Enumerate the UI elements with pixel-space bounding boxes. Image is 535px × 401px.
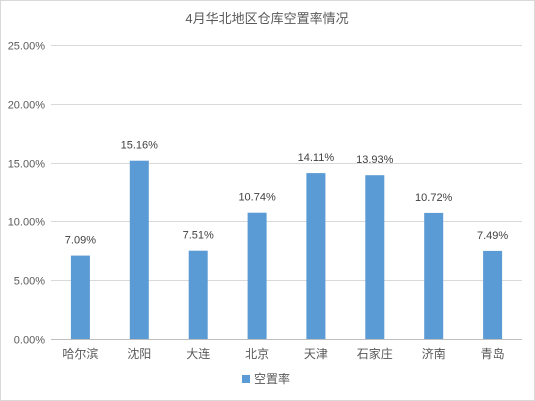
y-tick-label: 20.00% (8, 100, 46, 112)
category-label: 天津 (304, 347, 328, 361)
data-label: 15.16% (121, 140, 159, 152)
category-label: 大连 (186, 346, 210, 361)
legend-label: 空置率 (254, 371, 290, 386)
category-label: 石家庄 (357, 346, 393, 361)
category-label: 青岛 (481, 346, 505, 361)
gridlines (51, 45, 522, 340)
data-label: 14.11% (298, 152, 335, 164)
category-label: 沈阳 (127, 346, 151, 361)
bar (129, 160, 149, 339)
data-label: 7.09% (65, 235, 96, 247)
data-label: 10.72% (415, 192, 453, 204)
legend: 空置率 (242, 371, 290, 386)
bar (306, 173, 326, 339)
y-axis-ticks: 0.00% 5.00% 10.00% 15.00% 20.00% 25.00% (8, 41, 46, 347)
bar (70, 255, 90, 339)
chart-title: 4月华北地区仓库空置率情况 (185, 11, 348, 26)
bar (424, 212, 444, 339)
legend-swatch (242, 375, 250, 383)
y-tick-label: 10.00% (8, 217, 46, 229)
x-axis-categories: 哈尔滨 沈阳 大连 北京 天津 石家庄 济南 青岛 (62, 346, 504, 361)
data-label: 10.74% (238, 192, 276, 204)
bars (70, 160, 503, 339)
data-label: 7.51% (183, 230, 214, 242)
bar (247, 212, 267, 339)
bar (188, 250, 208, 339)
data-label: 13.93% (356, 154, 394, 166)
bar (483, 250, 503, 339)
bar (365, 175, 385, 339)
y-tick-label: 5.00% (14, 276, 45, 288)
data-label: 7.49% (477, 230, 508, 242)
category-label: 济南 (422, 346, 446, 361)
y-tick-label: 25.00% (8, 41, 46, 53)
category-label: 北京 (245, 347, 269, 361)
y-tick-label: 0.00% (14, 335, 45, 347)
category-label: 哈尔滨 (62, 346, 98, 361)
y-tick-label: 15.00% (8, 159, 46, 171)
data-labels: 7.09% 15.16% 7.51% 10.74% 14.11% 13.93% 10.72%… (65, 140, 509, 247)
